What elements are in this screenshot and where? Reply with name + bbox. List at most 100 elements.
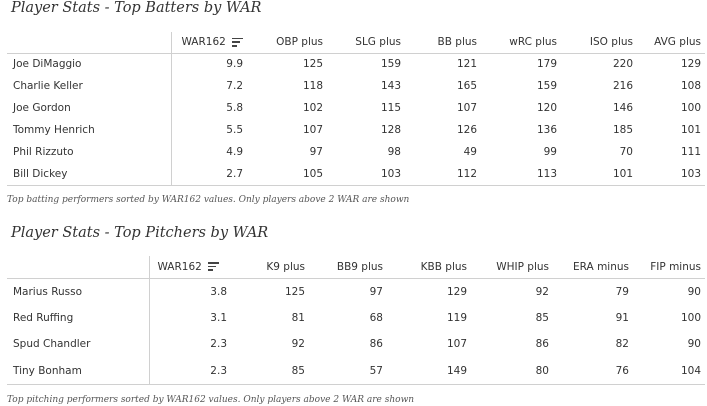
stat-cell: 143 — [380, 80, 401, 92]
batters-column-header[interactable]: BB plus — [405, 32, 481, 54]
table-row[interactable]: Phil Rizzuto 4.9 97 98 49 99 70 111 — [7, 141, 705, 163]
stat-cell: 4.9 — [226, 146, 243, 158]
batters-column-header[interactable]: SLG plus — [327, 32, 405, 54]
pitchers-header-row: WAR162 K9 plus BB9 plus KBB plus WHIP pl… — [7, 256, 705, 279]
table-row[interactable]: Red Ruffing 3.1 81 68 119 85 91 100 — [7, 304, 705, 331]
player-name-cell: Joe DiMaggio — [7, 53, 172, 75]
stat-cell: 107 — [446, 338, 467, 351]
stat-cell: 86 — [369, 338, 383, 351]
stat-cell: 129 — [446, 285, 467, 298]
table-row[interactable]: Bill Dickey 2.7 105 103 112 113 101 103 — [7, 163, 705, 186]
stat-cell: 97 — [369, 285, 383, 298]
pitchers-sort-header[interactable]: WAR162 — [149, 256, 231, 279]
stat-cell: 112 — [405, 163, 481, 186]
player-name-cell: Spud Chandler — [7, 331, 150, 358]
table-row[interactable]: Charlie Keller 7.2 118 143 165 159 216 108 — [7, 75, 705, 97]
stat-cell: 2.3 — [210, 338, 227, 351]
stat-cell: 103 — [327, 163, 405, 186]
stat-cell: 85 — [231, 357, 309, 385]
pitchers-column-header[interactable]: ERA minus — [553, 256, 633, 279]
stat-cell: 159 — [536, 80, 557, 92]
sort-descending-icon[interactable] — [207, 262, 219, 272]
stat-cell: 107 — [456, 102, 477, 114]
batters-caption: Top batting performers sorted by WAR162 … — [7, 195, 410, 205]
batters-column-header[interactable]: OBP plus — [247, 32, 327, 54]
stat-cell: 104 — [633, 357, 705, 385]
player-name-cell: Joe Gordon — [7, 97, 172, 119]
stat-cell: 220 — [612, 58, 633, 71]
stat-cell: 113 — [481, 163, 561, 186]
stat-cell: 5.5 — [226, 124, 243, 136]
stat-cell: 216 — [612, 80, 633, 92]
player-name-cell: Tiny Bonham — [7, 357, 150, 385]
stat-cell: 3.8 — [210, 285, 227, 298]
stat-cell: 7.2 — [226, 80, 243, 92]
stat-cell: 98 — [387, 146, 401, 158]
pitchers-column-header[interactable]: WHIP plus — [471, 256, 553, 279]
stat-cell: 86 — [535, 338, 549, 351]
stat-cell: 118 — [302, 80, 323, 92]
stat-cell: 121 — [456, 58, 477, 71]
stat-cell: 9.9 — [226, 58, 243, 71]
table-row[interactable]: Marius Russo 3.8 125 97 129 92 79 90 — [7, 278, 705, 305]
stat-cell: 107 — [302, 124, 323, 136]
player-name-cell: Phil Rizzuto — [7, 141, 172, 163]
table-row[interactable]: Joe Gordon 5.8 102 115 107 120 146 100 — [7, 97, 705, 119]
batters-column-header[interactable]: ISO plus — [561, 32, 637, 54]
stat-cell: 91 — [615, 311, 629, 324]
pitchers-column-header[interactable]: FIP minus — [633, 256, 705, 279]
stat-cell: 149 — [387, 357, 471, 385]
pitchers-title: Player Stats - Top Pitchers by WAR — [11, 225, 269, 241]
table-row[interactable]: Tommy Henrich 5.5 107 128 126 136 185 101 — [7, 119, 705, 141]
stat-cell: 90 — [687, 285, 701, 298]
stat-cell: 185 — [612, 124, 633, 136]
stat-cell: 103 — [637, 163, 705, 186]
batters-table: WAR162 OBP plus SLG plus BB plus wRC plu… — [7, 32, 705, 186]
stat-cell: 82 — [615, 338, 629, 351]
table-row[interactable]: Tiny Bonham 2.3 85 57 149 80 76 104 — [7, 357, 705, 385]
pitchers-player-header — [7, 256, 150, 279]
stat-cell: 105 — [247, 163, 327, 186]
stat-cell: 125 — [284, 285, 305, 298]
stat-cell: 92 — [535, 285, 549, 298]
stat-cell: 68 — [369, 311, 383, 324]
stat-cell: 159 — [380, 58, 401, 71]
pitchers-table: WAR162 K9 plus BB9 plus KBB plus WHIP pl… — [7, 256, 705, 385]
stat-cell: 49 — [463, 146, 477, 158]
batters-header-row: WAR162 OBP plus SLG plus BB plus wRC plu… — [7, 32, 705, 54]
stat-cell: 119 — [446, 311, 467, 324]
table-row[interactable]: Joe DiMaggio 9.9 125 159 121 179 220 129 — [7, 53, 705, 75]
batters-column-header: WAR162 — [181, 36, 226, 49]
stat-cell: 70 — [619, 146, 633, 158]
stat-cell: 136 — [536, 124, 557, 136]
stat-cell: 101 — [680, 124, 701, 136]
stat-cell: 129 — [680, 58, 701, 71]
stat-cell: 3.1 — [210, 311, 227, 324]
batters-column-header[interactable]: AVG plus — [637, 32, 705, 54]
stat-cell: 79 — [615, 285, 629, 298]
stat-cell: 125 — [302, 58, 323, 71]
pitchers-column-header[interactable]: K9 plus — [231, 256, 309, 279]
stat-cell: 108 — [680, 80, 701, 92]
stat-cell: 100 — [680, 102, 701, 114]
stat-cell: 5.8 — [226, 102, 243, 114]
batters-sort-header[interactable]: WAR162 — [171, 32, 247, 54]
stat-cell: 81 — [291, 311, 305, 324]
stat-cell: 101 — [561, 163, 637, 186]
pitchers-caption: Top pitching performers sorted by WAR162… — [7, 395, 415, 405]
pitchers-column-header[interactable]: KBB plus — [387, 256, 471, 279]
stat-cell: 90 — [687, 338, 701, 351]
sort-descending-icon[interactable] — [231, 37, 243, 47]
table-row[interactable]: Spud Chandler 2.3 92 86 107 86 82 90 — [7, 331, 705, 358]
stat-cell: 165 — [456, 80, 477, 92]
pitchers-column-header[interactable]: BB9 plus — [309, 256, 387, 279]
stat-cell: 99 — [543, 146, 557, 158]
pitchers-column-header: WAR162 — [157, 260, 202, 273]
stat-cell: 120 — [536, 102, 557, 114]
player-name-cell: Tommy Henrich — [7, 119, 172, 141]
stat-cell: 100 — [680, 311, 701, 324]
batters-player-header — [7, 32, 172, 54]
player-name-cell: Charlie Keller — [7, 75, 172, 97]
stat-cell: 102 — [302, 102, 323, 114]
batters-column-header[interactable]: wRC plus — [481, 32, 561, 54]
